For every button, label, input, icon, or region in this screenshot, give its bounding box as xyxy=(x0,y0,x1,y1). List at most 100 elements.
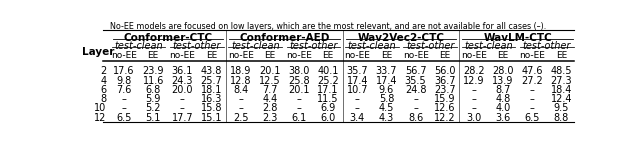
Text: 17.7: 17.7 xyxy=(172,113,193,123)
Text: 25.8: 25.8 xyxy=(288,76,310,86)
Text: 2.8: 2.8 xyxy=(262,103,278,113)
Text: 8.6: 8.6 xyxy=(408,113,423,123)
Text: test-clean: test-clean xyxy=(231,41,280,51)
Text: 16.3: 16.3 xyxy=(201,94,222,104)
Text: Conformer-CTC: Conformer-CTC xyxy=(124,33,212,43)
Text: Conformer-AED: Conformer-AED xyxy=(239,33,330,43)
Text: 5.2: 5.2 xyxy=(145,103,161,113)
Text: 7.6: 7.6 xyxy=(116,85,132,95)
Text: 8: 8 xyxy=(100,94,106,104)
Text: 6.5: 6.5 xyxy=(116,113,132,123)
Text: 12.2: 12.2 xyxy=(434,113,456,123)
Text: 15.9: 15.9 xyxy=(434,94,456,104)
Text: 5.8: 5.8 xyxy=(379,94,394,104)
Text: no-EE: no-EE xyxy=(461,51,487,60)
Text: 6.0: 6.0 xyxy=(321,113,336,123)
Text: no-EE: no-EE xyxy=(170,51,195,60)
Text: –: – xyxy=(355,94,360,104)
Text: test-other: test-other xyxy=(173,41,221,51)
Text: –: – xyxy=(530,94,534,104)
Text: 17.1: 17.1 xyxy=(317,85,339,95)
Text: 27.2: 27.2 xyxy=(522,76,543,86)
Text: 20.0: 20.0 xyxy=(172,85,193,95)
Text: no-EE: no-EE xyxy=(519,51,545,60)
Text: –: – xyxy=(238,103,243,113)
Text: Layer: Layer xyxy=(83,47,115,58)
Text: no-EE: no-EE xyxy=(228,51,253,60)
Text: 5.1: 5.1 xyxy=(145,113,161,123)
Text: 33.7: 33.7 xyxy=(376,66,397,76)
Text: 6: 6 xyxy=(100,85,106,95)
Text: 40.1: 40.1 xyxy=(317,66,339,76)
Text: 6.9: 6.9 xyxy=(321,103,336,113)
Text: 43.8: 43.8 xyxy=(201,66,222,76)
Text: 6.1: 6.1 xyxy=(291,113,307,123)
Text: 12: 12 xyxy=(94,113,106,123)
Text: 6.8: 6.8 xyxy=(145,85,161,95)
Text: 9.5: 9.5 xyxy=(554,103,569,113)
Text: –: – xyxy=(355,103,360,113)
Text: 24.3: 24.3 xyxy=(172,76,193,86)
Text: 17.6: 17.6 xyxy=(113,66,135,76)
Text: –: – xyxy=(472,94,476,104)
Text: 48.5: 48.5 xyxy=(550,66,572,76)
Text: 3.6: 3.6 xyxy=(495,113,511,123)
Text: 17.4: 17.4 xyxy=(376,76,397,86)
Text: 12.6: 12.6 xyxy=(434,103,456,113)
Text: 4.4: 4.4 xyxy=(262,94,278,104)
Text: –: – xyxy=(413,103,418,113)
Text: 36.7: 36.7 xyxy=(434,76,456,86)
Text: –: – xyxy=(296,94,301,104)
Text: 3.4: 3.4 xyxy=(349,113,365,123)
Text: test-clean: test-clean xyxy=(464,41,513,51)
Text: 2.5: 2.5 xyxy=(233,113,248,123)
Text: 2: 2 xyxy=(100,66,106,76)
Text: –: – xyxy=(296,103,301,113)
Text: 18.1: 18.1 xyxy=(201,85,222,95)
Text: 12.5: 12.5 xyxy=(259,76,280,86)
Text: no-EE: no-EE xyxy=(344,51,371,60)
Text: 35.5: 35.5 xyxy=(405,76,426,86)
Text: 17.4: 17.4 xyxy=(346,76,368,86)
Text: 36.1: 36.1 xyxy=(172,66,193,76)
Text: –: – xyxy=(180,103,185,113)
Text: 35.7: 35.7 xyxy=(346,66,368,76)
Text: 12.8: 12.8 xyxy=(230,76,252,86)
Text: 4.8: 4.8 xyxy=(495,94,511,104)
Text: EE: EE xyxy=(148,51,159,60)
Text: EE: EE xyxy=(439,51,451,60)
Text: test-clean: test-clean xyxy=(348,41,396,51)
Text: –: – xyxy=(238,94,243,104)
Text: test-other: test-other xyxy=(523,41,571,51)
Text: 12.4: 12.4 xyxy=(550,94,572,104)
Text: Wav2Vec2-CTC: Wav2Vec2-CTC xyxy=(358,33,445,43)
Text: 15.8: 15.8 xyxy=(201,103,222,113)
Text: no-EE: no-EE xyxy=(111,51,137,60)
Text: 47.6: 47.6 xyxy=(522,66,543,76)
Text: EE: EE xyxy=(323,51,334,60)
Text: EE: EE xyxy=(264,51,275,60)
Text: 23.9: 23.9 xyxy=(143,66,164,76)
Text: 9.8: 9.8 xyxy=(116,76,132,86)
Text: 18.9: 18.9 xyxy=(230,66,252,76)
Text: no-EE: no-EE xyxy=(286,51,312,60)
Text: 28.0: 28.0 xyxy=(492,66,514,76)
Text: 9.6: 9.6 xyxy=(379,85,394,95)
Text: 15.1: 15.1 xyxy=(201,113,222,123)
Text: 3.0: 3.0 xyxy=(467,113,481,123)
Text: test-other: test-other xyxy=(289,41,338,51)
Text: 10: 10 xyxy=(94,103,106,113)
Text: 20.1: 20.1 xyxy=(259,66,280,76)
Text: 4.0: 4.0 xyxy=(495,103,511,113)
Text: 18.4: 18.4 xyxy=(551,85,572,95)
Text: 27.3: 27.3 xyxy=(550,76,572,86)
Text: –: – xyxy=(413,94,418,104)
Text: –: – xyxy=(122,103,127,113)
Text: –: – xyxy=(530,85,534,95)
Text: 7.7: 7.7 xyxy=(262,85,278,95)
Text: 25.2: 25.2 xyxy=(317,76,339,86)
Text: 11.6: 11.6 xyxy=(143,76,164,86)
Text: 8.4: 8.4 xyxy=(233,85,248,95)
Text: 10.7: 10.7 xyxy=(346,85,368,95)
Text: no-EE: no-EE xyxy=(403,51,429,60)
